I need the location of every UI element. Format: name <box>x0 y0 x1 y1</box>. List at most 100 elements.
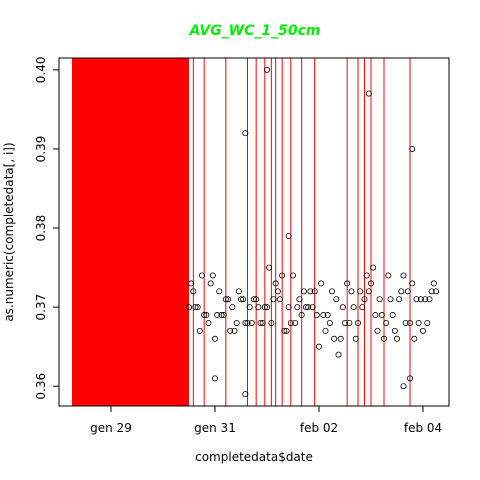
data-point <box>376 296 383 303</box>
data-point <box>400 272 407 279</box>
data-point <box>422 296 429 303</box>
data-point <box>426 296 433 303</box>
data-point <box>281 327 288 334</box>
data-point <box>240 296 247 303</box>
data-point <box>331 335 338 342</box>
data-point <box>365 90 372 97</box>
data-point <box>261 304 268 311</box>
data-point <box>229 304 236 311</box>
data-point <box>274 288 281 295</box>
data-point <box>428 288 435 295</box>
data-point <box>352 335 359 342</box>
data-point <box>359 304 366 311</box>
data-point <box>192 304 199 311</box>
data-point <box>255 304 262 311</box>
data-point <box>324 312 331 319</box>
data-point <box>380 335 387 342</box>
x-axis-label: completedata$date <box>195 450 313 464</box>
data-point <box>383 319 390 326</box>
data-point <box>391 327 398 334</box>
data-point <box>419 327 426 334</box>
data-point <box>205 319 212 326</box>
data-point <box>237 296 244 303</box>
data-point <box>292 319 299 326</box>
data-point <box>372 312 379 319</box>
data-point <box>344 280 351 287</box>
data-point <box>348 288 355 295</box>
data-point <box>235 288 242 295</box>
data-point <box>396 296 403 303</box>
data-point <box>300 288 307 295</box>
data-point <box>313 312 320 319</box>
data-point <box>285 232 292 239</box>
data-point <box>404 288 411 295</box>
data-point <box>263 304 270 311</box>
data-point <box>406 319 413 326</box>
data-point <box>339 304 346 311</box>
data-point <box>279 272 286 279</box>
data-point <box>378 312 385 319</box>
data-point <box>214 312 221 319</box>
y-tick-label: 0.38 <box>34 215 48 242</box>
data-point <box>413 296 420 303</box>
x-axis: gen 29 gen 31 feb 02 feb 04 <box>90 406 442 435</box>
data-point <box>233 319 240 326</box>
data-point <box>276 296 283 303</box>
data-points <box>185 66 439 398</box>
highlight-band <box>72 58 189 406</box>
data-point <box>242 319 249 326</box>
data-point <box>357 288 364 295</box>
data-point <box>315 343 322 350</box>
data-point <box>216 288 223 295</box>
data-point <box>318 280 325 287</box>
data-point <box>242 391 249 398</box>
data-point <box>283 327 290 334</box>
data-point <box>305 304 312 311</box>
data-point <box>341 319 348 326</box>
y-tick-label: 0.39 <box>34 136 48 163</box>
data-point <box>266 264 273 271</box>
data-point <box>346 319 353 326</box>
data-point <box>185 304 192 311</box>
data-point <box>365 288 372 295</box>
data-point <box>209 272 216 279</box>
data-point <box>363 272 370 279</box>
data-point <box>201 312 208 319</box>
y-tick-label: 0.40 <box>34 57 48 84</box>
x-tick-label: gen 31 <box>194 421 236 435</box>
data-point <box>337 335 344 342</box>
y-axis-label: as.numeric(completedata[, i]) <box>2 142 16 321</box>
data-point <box>268 319 275 326</box>
chart-title: AVG_WC_1_50cm <box>188 23 320 39</box>
data-point <box>244 319 251 326</box>
data-point <box>389 312 396 319</box>
data-point <box>287 319 294 326</box>
data-point <box>227 327 234 334</box>
data-point <box>311 288 318 295</box>
data-point <box>367 280 374 287</box>
data-point <box>409 280 416 287</box>
data-point <box>218 312 225 319</box>
data-point <box>257 319 264 326</box>
x-tick-label: feb 04 <box>404 421 442 435</box>
data-point <box>400 383 407 390</box>
y-axis: 0.36 0.37 0.38 0.39 0.40 <box>34 57 59 400</box>
data-point <box>242 130 249 137</box>
data-point <box>406 375 413 382</box>
data-point <box>361 296 368 303</box>
data-point <box>198 272 205 279</box>
data-point <box>203 312 210 319</box>
data-point <box>259 319 266 326</box>
data-point <box>350 304 357 311</box>
x-tick-label: feb 02 <box>300 421 338 435</box>
data-point <box>294 304 301 311</box>
data-point <box>333 296 340 303</box>
data-point <box>194 304 201 311</box>
data-point <box>296 296 303 303</box>
data-point <box>326 319 333 326</box>
data-point <box>270 296 277 303</box>
x-tick-label: gen 29 <box>90 421 132 435</box>
data-point <box>248 319 255 326</box>
y-tick-label: 0.37 <box>34 294 48 321</box>
